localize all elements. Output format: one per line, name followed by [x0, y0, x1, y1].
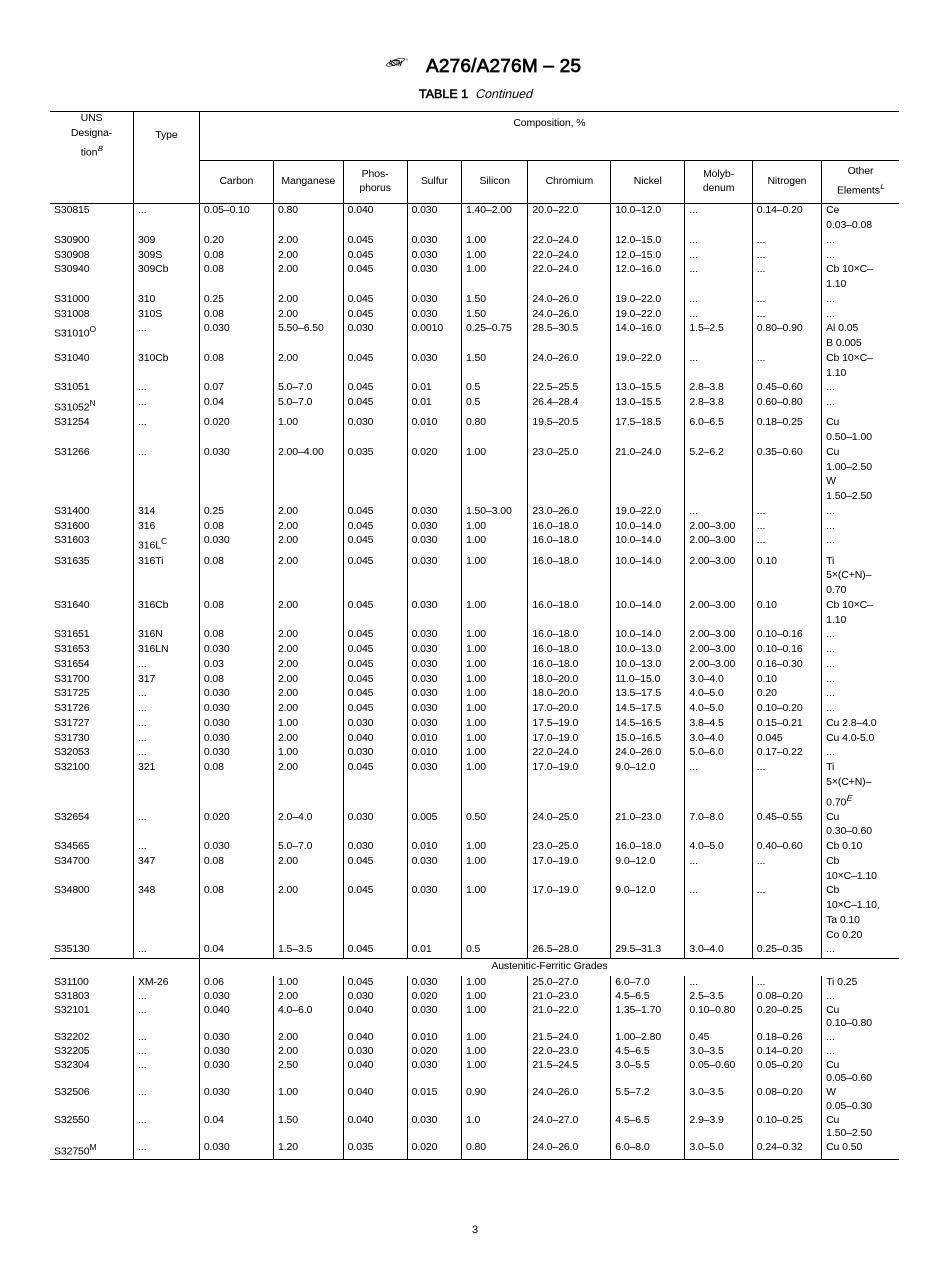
svg-text:®: ® — [406, 57, 409, 61]
